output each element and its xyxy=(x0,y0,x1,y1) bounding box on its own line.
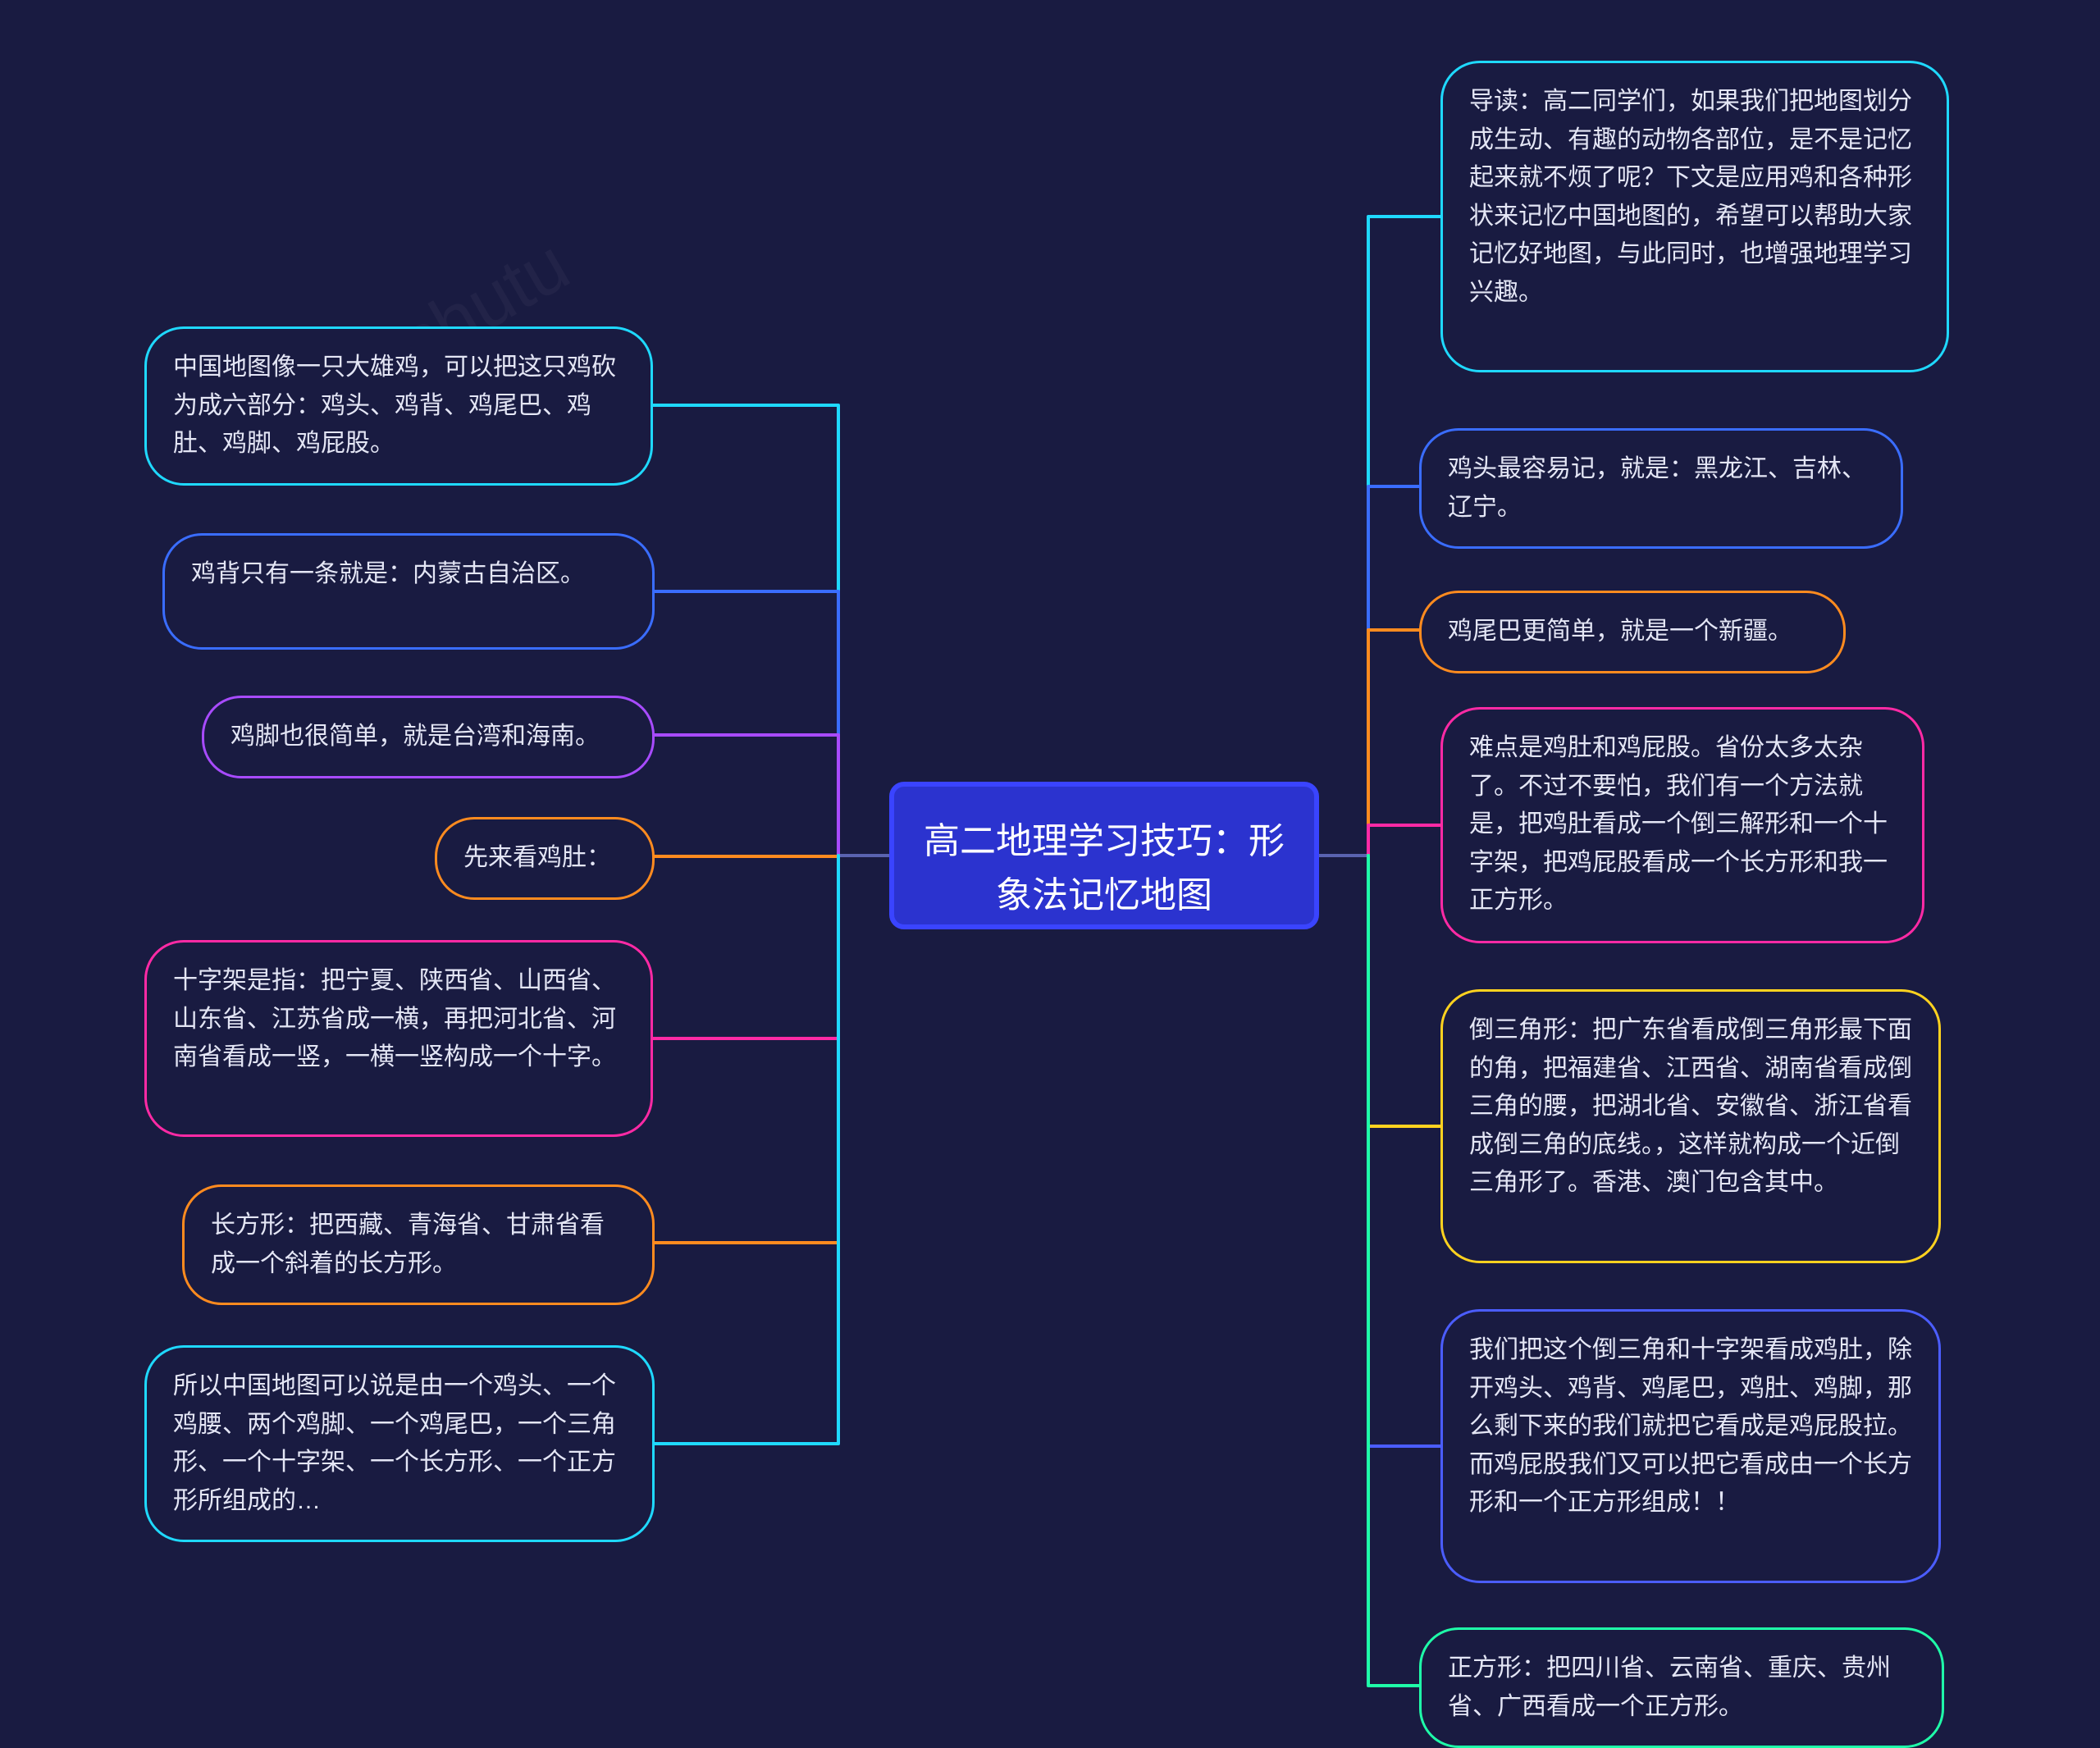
node-l7[interactable]: 所以中国地图可以说是由一个鸡头、一个鸡腰、两个鸡脚、一个鸡尾巴，一个三角形、一个… xyxy=(144,1345,655,1542)
node-r4[interactable]: 难点是鸡肚和鸡屁股。省份太多太杂了。不过不要怕，我们有一个方法就是，把鸡肚看成一… xyxy=(1440,707,1924,943)
node-r6[interactable]: 我们把这个倒三角和十字架看成鸡肚，除开鸡头、鸡背、鸡尾巴，鸡肚、鸡脚，那么剩下来… xyxy=(1440,1309,1941,1583)
mindmap-canvas: shutu shutu 高二地理学习技巧：形象法记忆地图 导读：高二同学们，如果… xyxy=(0,0,2100,1748)
node-l6[interactable]: 长方形：把西藏、青海省、甘肃省看成一个斜着的长方形。 xyxy=(182,1184,655,1305)
node-l2[interactable]: 鸡背只有一条就是：内蒙古自治区。 xyxy=(162,533,655,650)
center-topic[interactable]: 高二地理学习技巧：形象法记忆地图 xyxy=(889,782,1319,929)
node-l5[interactable]: 十字架是指：把宁夏、陕西省、山西省、山东省、江苏省成一横，再把河北省、河南省看成… xyxy=(144,940,653,1137)
node-r1[interactable]: 导读：高二同学们，如果我们把地图划分成生动、有趣的动物各部位，是不是记忆起来就不… xyxy=(1440,61,1949,372)
node-r3[interactable]: 鸡尾巴更简单，就是一个新疆。 xyxy=(1419,591,1846,673)
node-r5[interactable]: 倒三角形：把广东省看成倒三角形最下面的角，把福建省、江西省、湖南省看成倒三角的腰… xyxy=(1440,989,1941,1263)
node-l1[interactable]: 中国地图像一只大雄鸡，可以把这只鸡砍为成六部分：鸡头、鸡背、鸡尾巴、鸡肚、鸡脚、… xyxy=(144,326,653,486)
node-r7[interactable]: 正方形：把四川省、云南省、重庆、贵州省、广西看成一个正方形。 xyxy=(1419,1627,1944,1748)
node-l3[interactable]: 鸡脚也很简单，就是台湾和海南。 xyxy=(202,696,655,778)
node-r2[interactable]: 鸡头最容易记，就是：黑龙江、吉林、辽宁。 xyxy=(1419,428,1903,549)
node-l4[interactable]: 先来看鸡肚： xyxy=(435,817,655,900)
